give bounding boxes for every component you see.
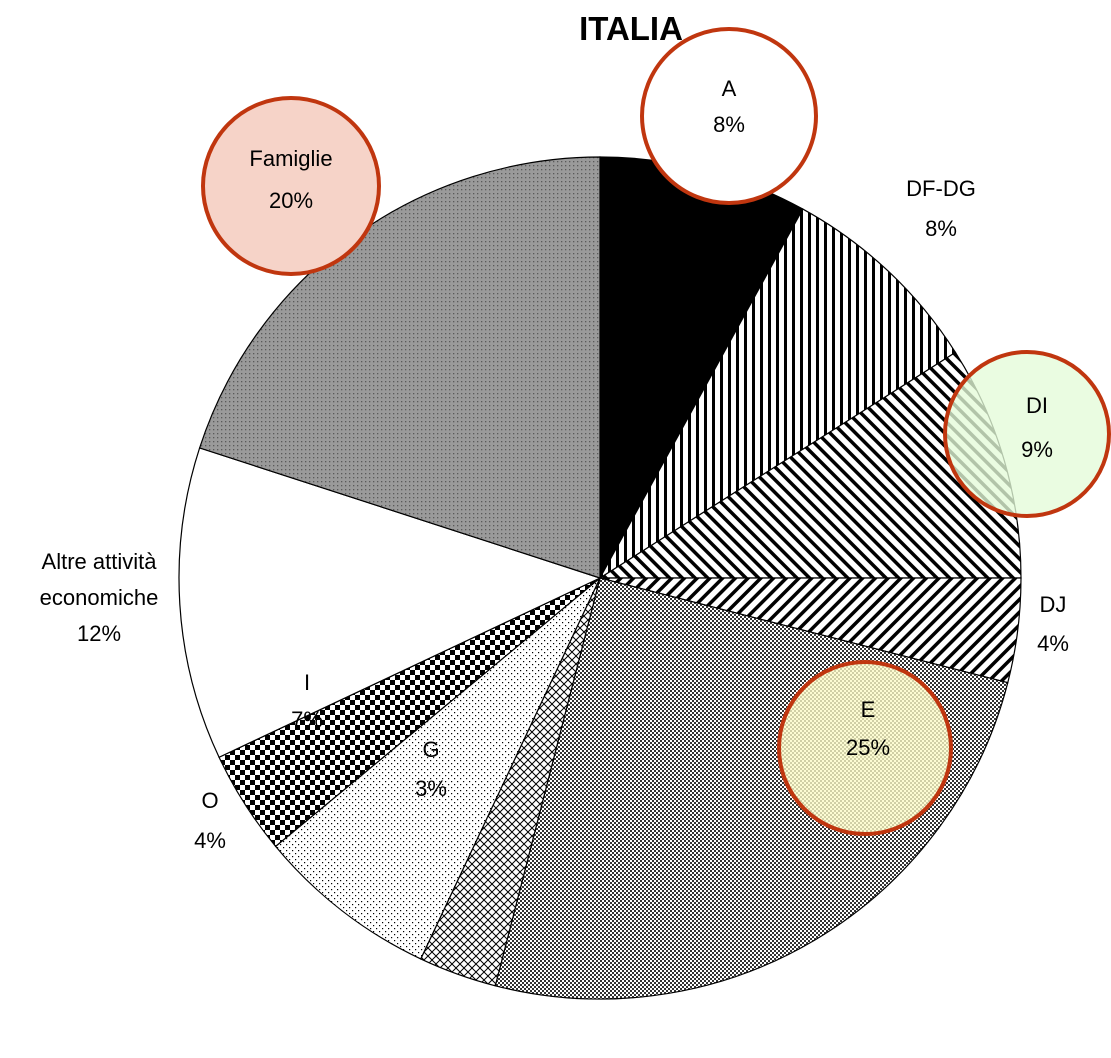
slice-name-label-altre-attivit-economiche: Altre attività: [42, 549, 158, 574]
slice-name-label-df-dg: DF-DG: [906, 176, 976, 201]
slice-value-label-altre-attivit-economiche: 12%: [77, 621, 121, 646]
pie-slices: [178, 156, 1022, 1000]
chart-title: ITALIA: [579, 10, 683, 47]
slice-labels: A 8% DF-DG 8% DI 9% DJ 4% E 25% G 3% I 7% O 4% Altre att…: [40, 76, 1069, 853]
slice-name-label-g: G: [422, 737, 439, 762]
slice-value-label-di: 9%: [1021, 437, 1053, 462]
highlight-circle-a: [640, 27, 818, 205]
slice-value-label-a: 8%: [713, 112, 745, 137]
slice-value-label-o: 4%: [194, 828, 226, 853]
slice-name-label-o: O: [201, 788, 218, 813]
slice-name-label-e: E: [861, 697, 876, 722]
highlight-circle-famiglie: [201, 96, 381, 276]
slice-name-label-altre-attivit-economiche: economiche: [40, 585, 159, 610]
slice-name-label-dj: DJ: [1040, 592, 1067, 617]
slice-name-label-di: DI: [1026, 393, 1048, 418]
slice-value-label-famiglie: 20%: [269, 188, 313, 213]
highlight-circle-di: [943, 350, 1111, 518]
slice-value-label-i: 7%: [291, 707, 323, 732]
slice-name-label-a: A: [722, 76, 737, 101]
slice-name-label-i: I: [304, 670, 310, 695]
slice-value-label-e: 25%: [846, 735, 890, 760]
pie-slice-altre-attivit-economiche: [178, 447, 602, 759]
highlight-circle-e: [777, 660, 953, 836]
pie-slice-df-dg: [599, 208, 957, 579]
slice-value-label-df-dg: 8%: [925, 216, 957, 241]
slice-value-label-g: 3%: [415, 776, 447, 801]
highlight-circles: [201, 27, 1111, 836]
slice-value-label-dj: 4%: [1037, 631, 1069, 656]
pie-slice-i: [274, 577, 601, 960]
slice-name-label-famiglie: Famiglie: [249, 146, 332, 171]
